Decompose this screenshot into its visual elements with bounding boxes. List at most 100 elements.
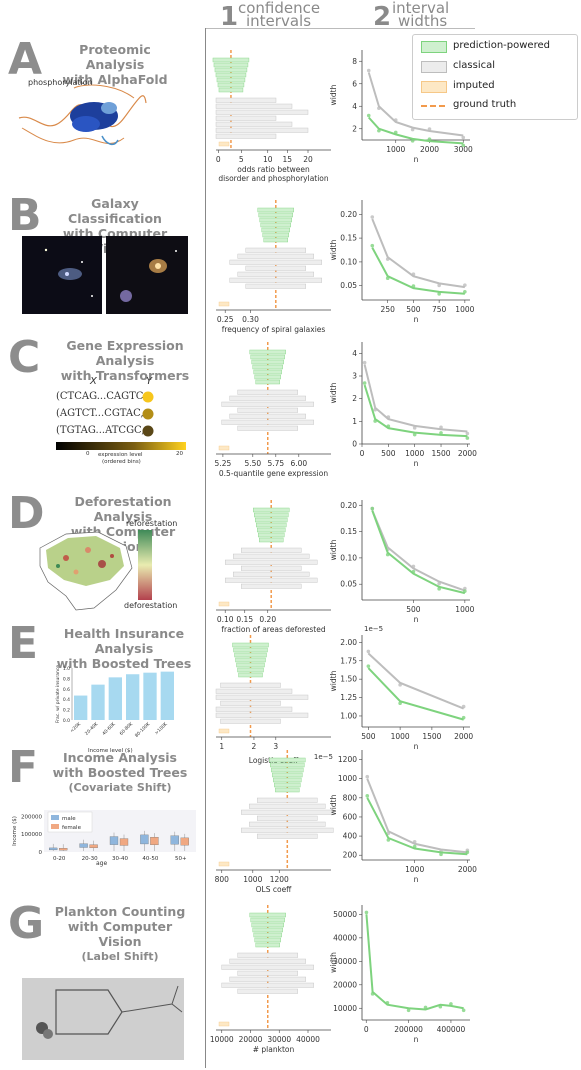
width-point xyxy=(465,431,470,436)
ppi-interval xyxy=(256,522,287,528)
classical-interval xyxy=(215,133,277,139)
ci-tick-label: 20 xyxy=(303,155,313,164)
width-point xyxy=(385,257,390,261)
width-chart-b: 250 500 750 1000 0.05 0.10 0.15 0.20 n width xyxy=(330,200,475,324)
e-bar xyxy=(143,672,157,720)
w-x-tick-label: 2000 xyxy=(454,732,473,741)
ppi-width-line xyxy=(368,116,464,145)
w-x-tick-label: 750 xyxy=(432,305,447,314)
classical-interval xyxy=(245,265,306,271)
ppi-interval xyxy=(253,932,282,938)
w-ylabel: width xyxy=(330,382,338,403)
classical-width-line xyxy=(367,652,465,710)
classical-interval xyxy=(241,827,334,833)
w-y-tick-label: 3 xyxy=(352,372,357,381)
ppi-interval xyxy=(253,507,290,513)
imputed-interval xyxy=(218,728,230,734)
ppi-interval xyxy=(258,212,293,218)
ppi-interval xyxy=(253,369,282,375)
ppi-interval xyxy=(236,662,265,668)
width-point xyxy=(366,664,371,668)
ppi-interval xyxy=(270,762,305,768)
w-x-tick-label: 1000 xyxy=(405,865,424,874)
width-point xyxy=(365,774,370,779)
e-cat-label: 40-60K xyxy=(101,720,117,736)
f-box-female xyxy=(150,836,159,846)
w-x-tick-label: 2000 xyxy=(458,449,477,458)
panel-letter: G xyxy=(8,898,45,949)
width-chart-c: 0 500 1000 1500 2000 0 1 2 3 4 n width xyxy=(330,342,477,468)
w-y-tick-label: 0.15 xyxy=(340,234,357,243)
ppi-interval xyxy=(259,217,292,223)
w-x-tick-label: 1000 xyxy=(455,305,474,314)
phosphorylation-label: phosphorylation xyxy=(28,78,93,87)
panel-title: Plankton Counting with Computer Vision (La… xyxy=(54,904,186,963)
classical-interval xyxy=(215,115,277,121)
e-cat-label: <20K xyxy=(69,720,83,734)
ci-tick-label: 15 xyxy=(283,155,293,164)
width-point xyxy=(439,425,443,430)
ci-tick-label: 0.15 xyxy=(236,615,253,624)
panel-letter: A xyxy=(8,34,43,85)
classical-interval xyxy=(229,395,306,401)
classical-width-line xyxy=(366,778,468,854)
width-point xyxy=(463,283,467,287)
e-cat-label: 20-40K xyxy=(84,720,100,736)
ppi-interval xyxy=(275,787,300,793)
width-point xyxy=(373,419,377,423)
w-y-tick-label: 30000 xyxy=(333,957,357,966)
width-point xyxy=(439,431,443,435)
classical-interval xyxy=(215,97,277,103)
width-chart-a: 1000 2000 3000 2 4 6 8 n width xyxy=(330,50,473,164)
classical-interval xyxy=(220,718,281,724)
w-xlabel: n xyxy=(414,1035,419,1044)
ci-tick-label: 800 xyxy=(215,875,230,884)
f-box-male xyxy=(49,847,58,851)
ppi-interval xyxy=(218,87,244,93)
ci-xlabel: frequency of spiral galaxies xyxy=(222,325,326,334)
width-point xyxy=(385,1000,390,1005)
w-y-tick-label: 1.00 xyxy=(340,711,357,720)
w-x-tick-label: 1000 xyxy=(386,145,405,154)
ppi-interval xyxy=(249,349,286,355)
ci-tick-label: 0.20 xyxy=(259,615,276,624)
classical-interval xyxy=(237,271,314,277)
ppi-width-line xyxy=(371,510,466,595)
width-point xyxy=(393,130,398,135)
w-x-tick-label: 3000 xyxy=(454,145,473,154)
f-legend-male: male xyxy=(62,816,76,822)
width-point xyxy=(463,290,467,294)
w-ylabel: width xyxy=(330,794,338,815)
w-y-tick-label: 40000 xyxy=(333,933,357,942)
width-point xyxy=(427,137,432,141)
ppi-interval xyxy=(273,777,302,783)
e-bar xyxy=(91,684,105,720)
width-point xyxy=(412,844,417,849)
width-point xyxy=(362,360,367,365)
ppi-interval xyxy=(214,67,248,73)
ppi-interval xyxy=(252,364,283,370)
e-y-tick-label: 0.0 xyxy=(63,718,70,724)
w-x-tick-label: 1000 xyxy=(391,732,410,741)
classical-interval xyxy=(220,700,281,706)
e-y-tick-label: 0.4 xyxy=(63,697,70,703)
ci-tick-label: 6.00 xyxy=(290,459,307,468)
ci-chart-g: 10000 20000 30000 40000# plankton xyxy=(210,905,331,1054)
panel-title: Gene Expression Analysis with Transformer… xyxy=(60,338,190,383)
panel-letter: B xyxy=(8,190,42,241)
ppi-interval xyxy=(271,767,304,773)
legend-swatch-imputed xyxy=(421,81,447,93)
width-point xyxy=(465,436,470,440)
ppi-interval xyxy=(255,942,280,948)
f-box-male xyxy=(79,843,88,848)
sequence-2: (AGTCT...CGTAC, xyxy=(56,408,144,419)
ci-tick-label: 10000 xyxy=(210,1035,234,1044)
width-point xyxy=(370,215,375,219)
w-ylabel: width xyxy=(330,539,338,560)
f-cat-label: 30-40 xyxy=(112,856,128,862)
w-y-tick-label: 0.20 xyxy=(340,501,357,510)
ppi-interval xyxy=(269,757,306,763)
classical-width-line xyxy=(367,72,464,137)
ci-tick-label: 2 xyxy=(252,742,257,751)
